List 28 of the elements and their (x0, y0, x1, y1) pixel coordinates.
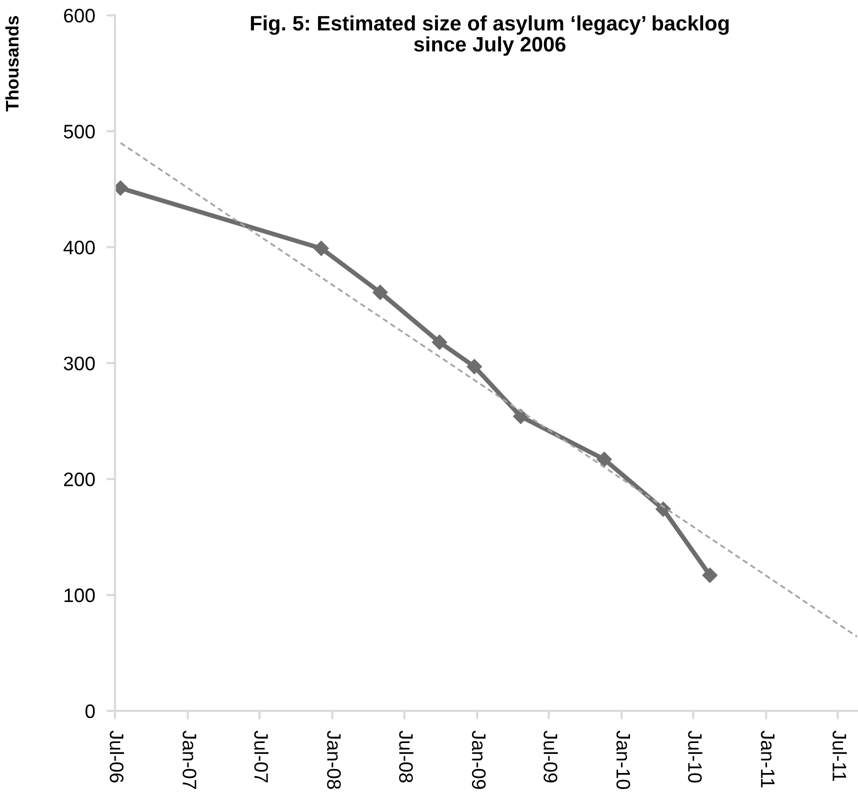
x-tick-label: Jul-07 (254, 730, 269, 782)
x-tick-label: Jan-09 (472, 730, 486, 789)
y-tick-label: 0 (85, 704, 95, 718)
x-tick-label: Jul-09 (544, 730, 558, 782)
y-tick-label: 300 (64, 356, 95, 370)
x-tick-label: Jul-08 (399, 730, 414, 782)
y-tick-label: 400 (64, 240, 95, 254)
x-tick-label: Jan-10 (616, 730, 630, 790)
y-tick-label: 200 (64, 472, 95, 486)
x-tick-label: Jul-06 (110, 730, 124, 782)
x-tick-label: Jul-10 (688, 730, 702, 783)
point (432, 334, 448, 350)
y-axis-title: Thousands (5, 16, 19, 112)
point (114, 180, 128, 196)
point (372, 284, 388, 300)
x-tick-label: Jul-11 (832, 730, 847, 781)
point (513, 408, 528, 424)
point (466, 359, 482, 374)
point (702, 568, 718, 583)
y-tick-label: 500 (64, 124, 95, 138)
x-tick-label: Jan-08 (327, 730, 341, 789)
x-tick-label: Jan-07 (182, 730, 196, 789)
point (314, 240, 329, 256)
point (596, 452, 612, 467)
y-tick-label: 600 (64, 8, 95, 23)
y-tick-label: 100 (64, 588, 95, 602)
chart-title: Fig. 5: Estimated size of asylum ‘legacy’ backlog since July 2006 (250, 15, 729, 56)
x-tick-label: Jan-11 (760, 730, 774, 788)
